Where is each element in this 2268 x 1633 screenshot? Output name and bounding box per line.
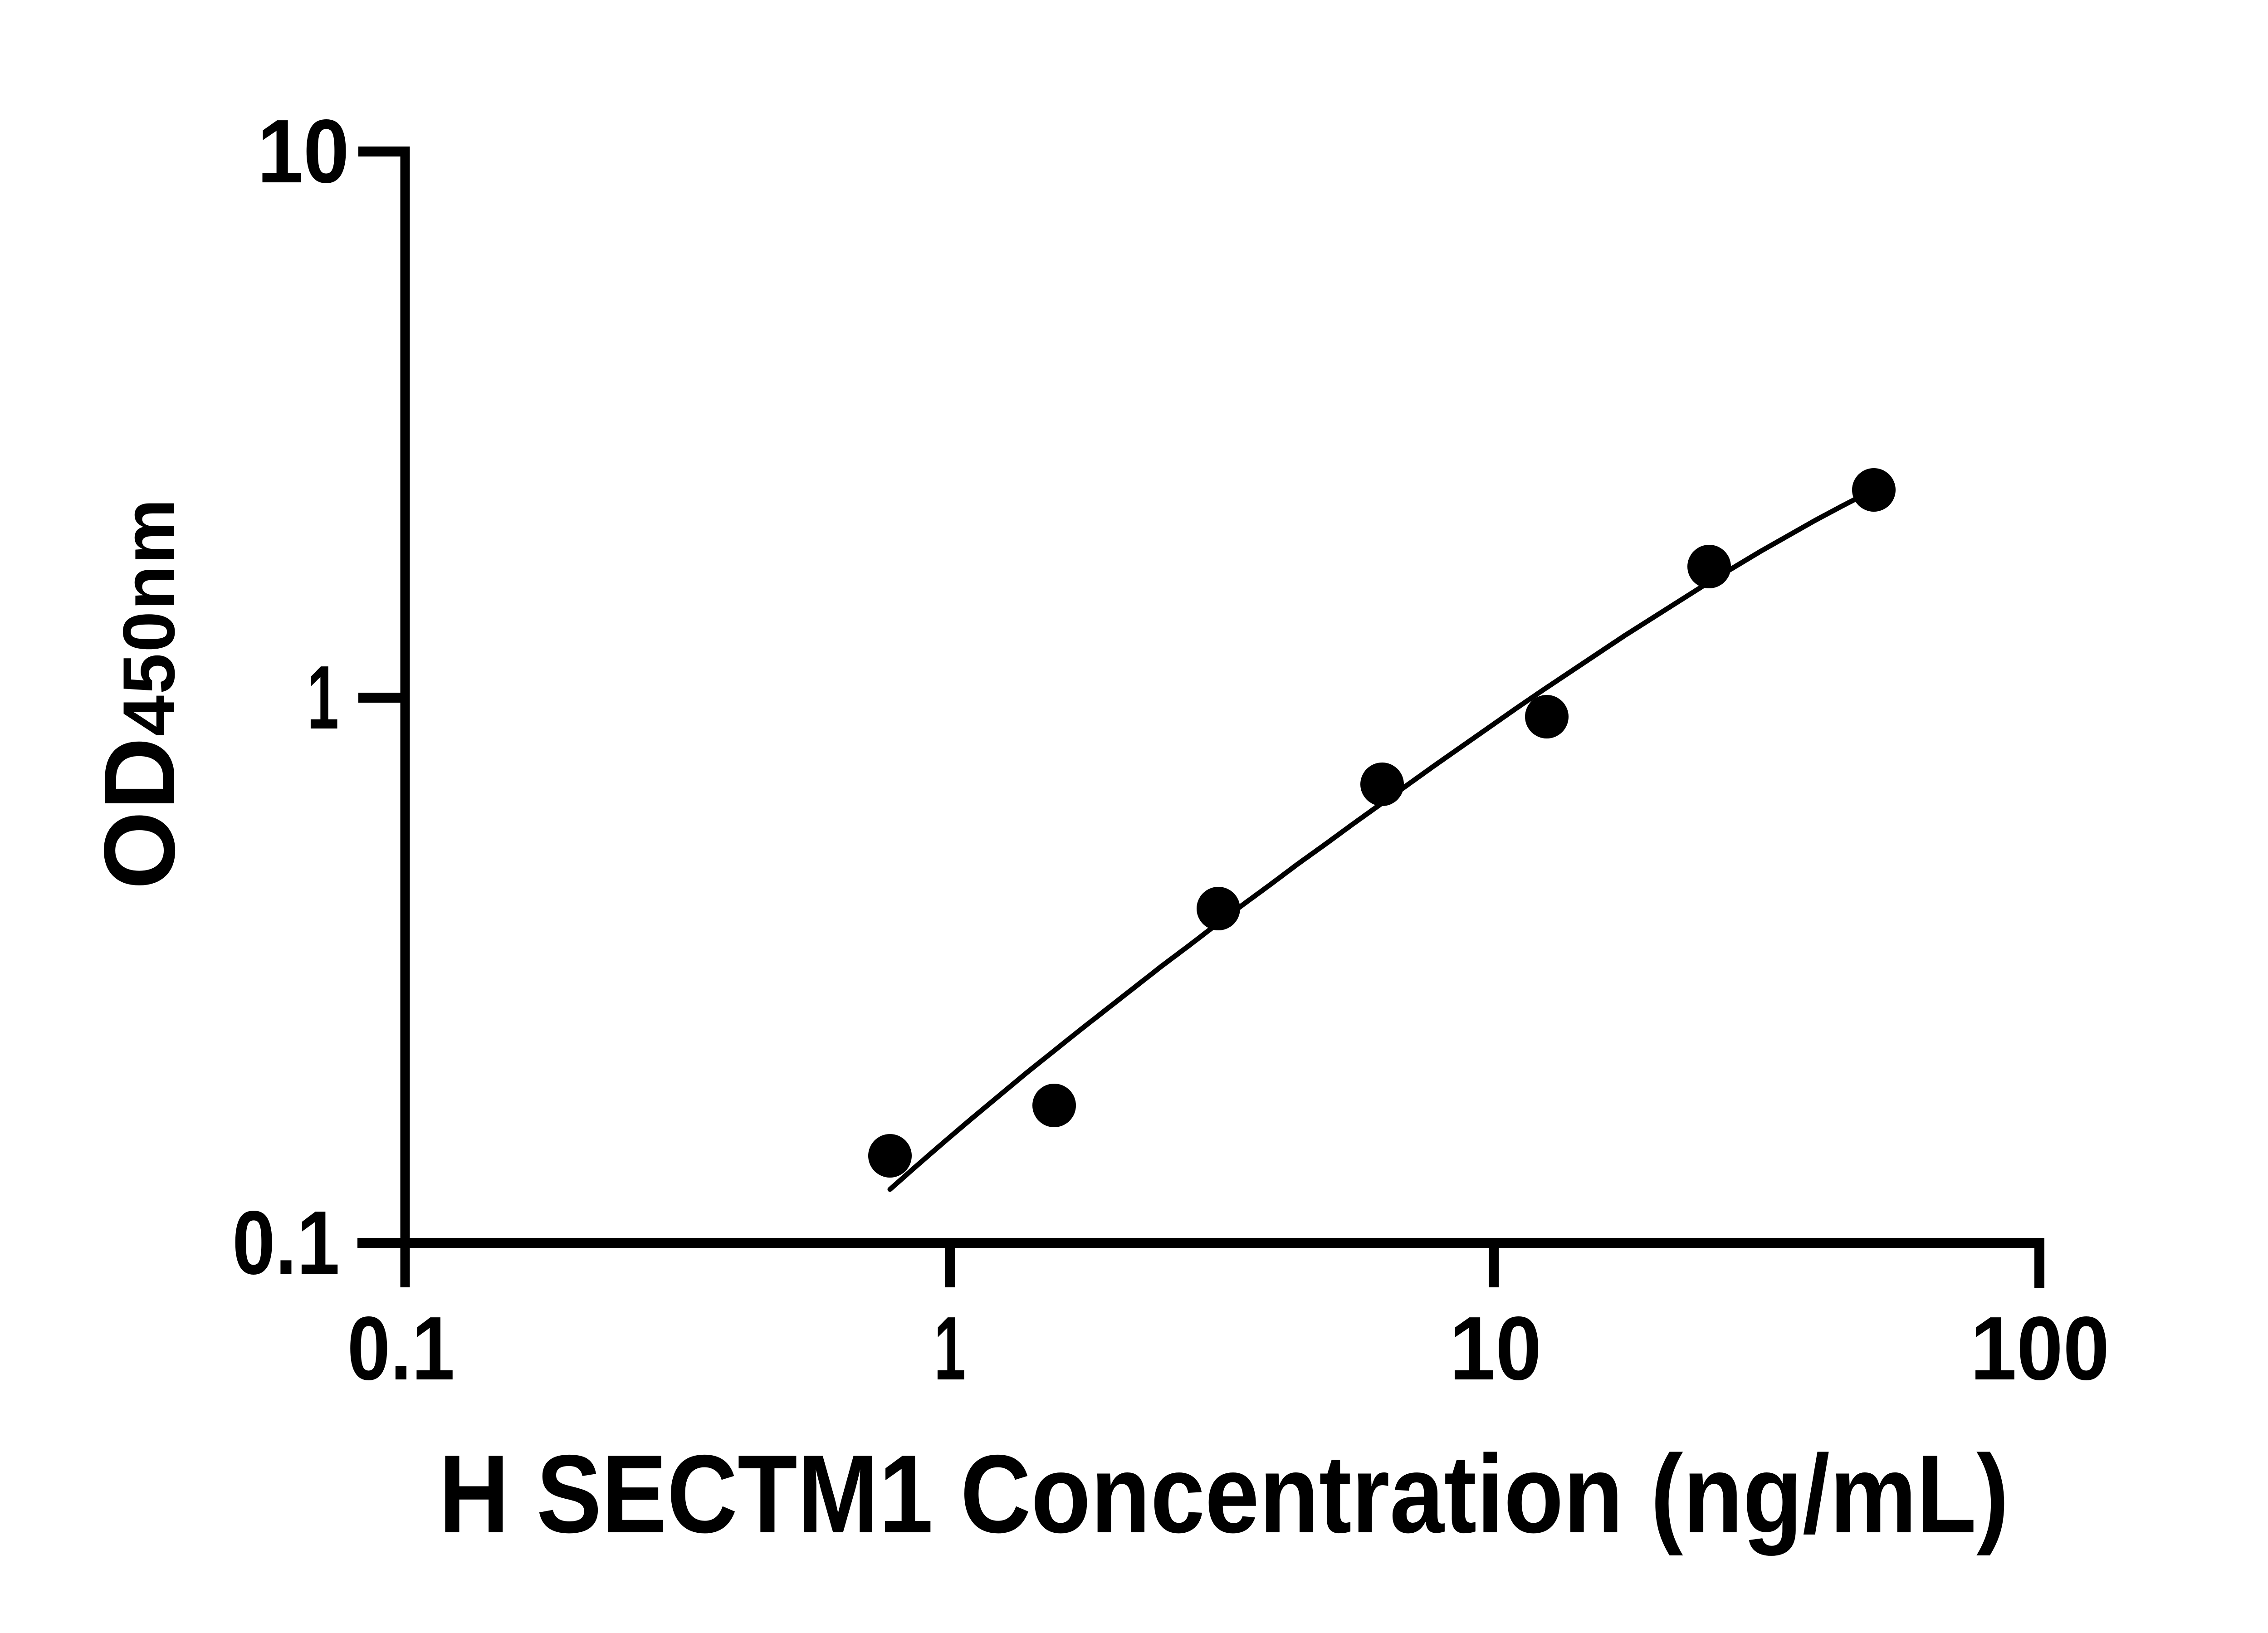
svg-text:0.1: 0.1 [347,1298,455,1399]
svg-text:100: 100 [1970,1298,2110,1399]
svg-text:10: 10 [257,101,349,202]
svg-text:1: 1 [307,647,339,748]
svg-text:H SECTM1 Concentration (ng/mL): H SECTM1 Concentration (ng/mL) [439,1432,2009,1556]
svg-text:10: 10 [1450,1298,1542,1399]
svg-text:1: 1 [934,1298,966,1399]
svg-text:OD450nm: OD450nm [83,498,196,890]
svg-text:0.1: 0.1 [232,1193,340,1293]
